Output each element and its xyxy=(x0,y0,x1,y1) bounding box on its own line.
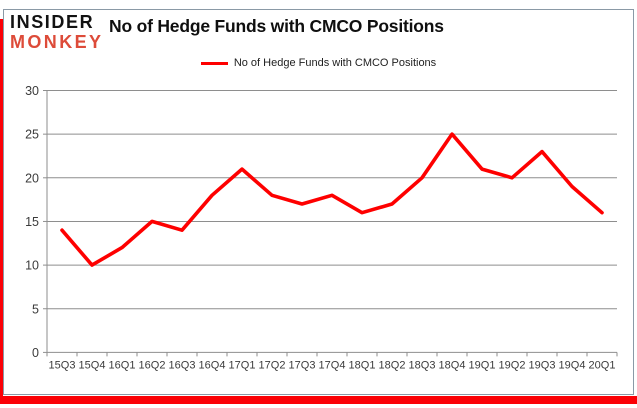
y-axis-tick-label: 15 xyxy=(25,215,39,229)
x-axis-tick-label: 17Q1 xyxy=(229,359,256,371)
x-axis-tick-label: 17Q3 xyxy=(289,359,316,371)
data-series-line xyxy=(60,132,604,267)
x-axis-tick-label: 17Q4 xyxy=(319,359,346,371)
legend-label: No of Hedge Funds with CMCO Positions xyxy=(233,57,437,69)
x-axis-tick-label: 19Q1 xyxy=(469,359,496,371)
x-axis-tick-label: 18Q3 xyxy=(409,359,436,371)
x-axis-tick-label: 16Q1 xyxy=(109,359,136,371)
x-axis-tick-label: 17Q2 xyxy=(259,359,286,371)
x-axis-tick-label: 19Q2 xyxy=(499,359,526,371)
x-axis-tick-label: 19Q3 xyxy=(529,359,556,371)
y-axis-tick-label: 5 xyxy=(32,302,39,316)
y-axis-tick-label: 20 xyxy=(25,171,39,185)
x-axis-tick-label: 16Q3 xyxy=(169,359,196,371)
y-axis-tick-label: 25 xyxy=(25,128,39,142)
x-axis-tick-label: 19Q4 xyxy=(559,359,586,371)
chart-title: No of Hedge Funds with CMCO Positions xyxy=(109,16,444,36)
x-axis-tick-label: 15Q4 xyxy=(79,359,106,371)
legend: No of Hedge Funds with CMCO Positions xyxy=(0,56,637,70)
insider-monkey-logo: INSIDER MONKEY xyxy=(10,13,103,51)
x-axis-tick-label: 18Q2 xyxy=(379,359,406,371)
y-axis-tick-label: 30 xyxy=(25,84,39,98)
x-axis-tick-label: 15Q3 xyxy=(49,359,76,371)
x-axis-tick-label: 18Q1 xyxy=(349,359,376,371)
red-strip-left xyxy=(0,19,3,404)
logo-insider-text: INSIDER xyxy=(10,12,95,32)
logo-monkey-text: MONKEY xyxy=(10,32,104,52)
x-axis-tick-label: 20Q1 xyxy=(589,359,616,371)
red-strip-bottom xyxy=(0,396,637,404)
x-axis-tick-label: 16Q4 xyxy=(199,359,226,371)
y-axis-tick-label: 0 xyxy=(32,346,39,360)
x-axis-tick-label: 18Q4 xyxy=(439,359,466,371)
y-axis-tick-label: 10 xyxy=(25,259,39,273)
legend-line-swatch xyxy=(200,61,228,65)
x-axis-tick-label: 16Q2 xyxy=(139,359,166,371)
